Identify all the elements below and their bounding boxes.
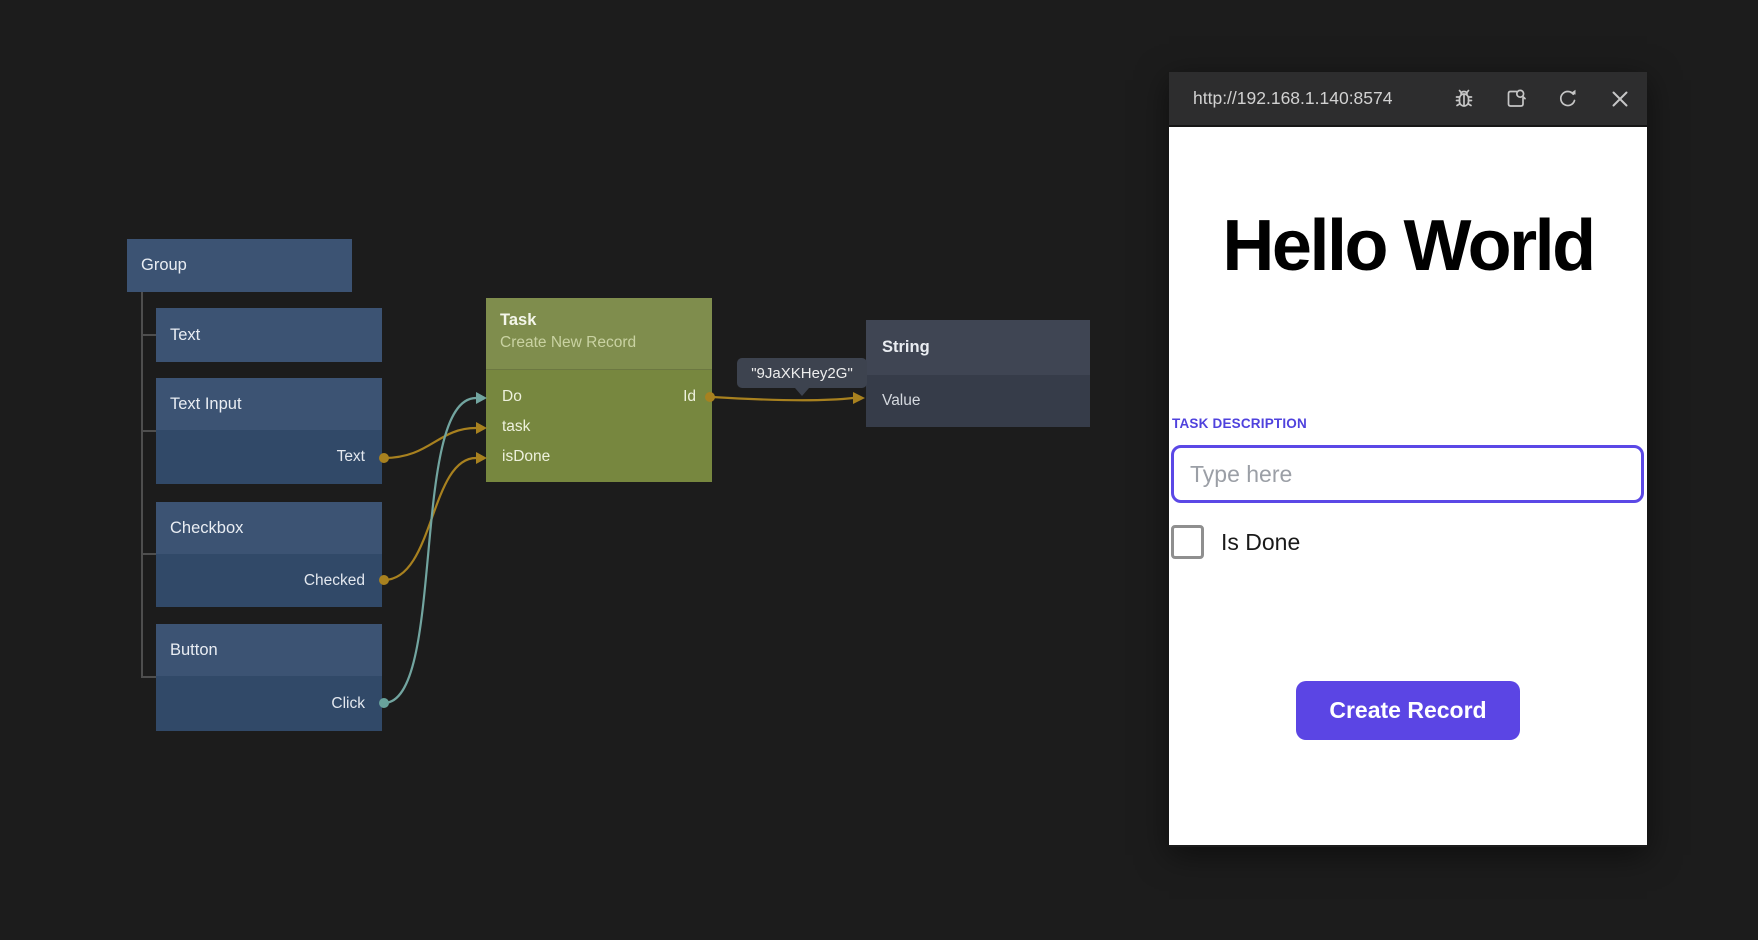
wire-id-to-value bbox=[710, 395, 855, 402]
isdone-input-port-label: isDone bbox=[502, 448, 551, 465]
wire-click-to-do bbox=[382, 396, 478, 705]
button-node-title: Button bbox=[170, 640, 218, 659]
group-node-title: Group bbox=[141, 256, 187, 274]
preview-url: http://192.168.1.140:8574 bbox=[1193, 88, 1393, 108]
string-node[interactable]: String Value bbox=[866, 320, 1090, 427]
preview-window-titlebar[interactable]: http://192.168.1.140:8574 bbox=[1169, 72, 1647, 127]
group-tree-stub-text bbox=[142, 334, 156, 336]
text-input-node-header[interactable]: Text Input bbox=[156, 378, 382, 430]
id-value-tooltip: "9JaXKHey2G" bbox=[737, 358, 867, 396]
task-node-title: Task bbox=[500, 311, 537, 329]
task-node-subtitle: Create New Record bbox=[500, 334, 637, 351]
id-value-tooltip-text: "9JaXKHey2G" bbox=[751, 364, 853, 382]
click-output-port-label: Click bbox=[331, 694, 365, 712]
click-output-port[interactable] bbox=[379, 698, 389, 708]
checkbox-node-title: Checkbox bbox=[170, 518, 244, 537]
refresh-icon[interactable] bbox=[1556, 87, 1580, 111]
button-node[interactable]: Button Click bbox=[156, 624, 382, 731]
is-done-checkbox[interactable] bbox=[1171, 525, 1204, 559]
is-done-label: Is Done bbox=[1221, 528, 1301, 555]
wire-checked-to-isdone bbox=[382, 456, 478, 582]
task-node-header[interactable]: Task Create New Record bbox=[486, 298, 712, 370]
group-tree-stub-button bbox=[142, 676, 156, 678]
text-input-node[interactable]: Text Input Text bbox=[156, 378, 382, 484]
checked-output-port[interactable] bbox=[379, 575, 389, 585]
text-input-node-title: Text Input bbox=[170, 394, 242, 413]
bug-icon[interactable] bbox=[1452, 87, 1476, 111]
string-node-title: String bbox=[882, 338, 930, 356]
id-output-port-label: Id bbox=[683, 388, 696, 405]
value-input-port-label: Value bbox=[882, 392, 921, 409]
text-output-port-label: Text bbox=[336, 448, 365, 465]
value-input-arrow-icon bbox=[853, 392, 865, 404]
close-icon[interactable] bbox=[1608, 87, 1632, 111]
checked-output-port-label: Checked bbox=[303, 571, 365, 589]
wire-text-to-task bbox=[382, 426, 478, 460]
text-node-title: Text bbox=[170, 325, 201, 344]
group-tree-stub-text-input bbox=[142, 430, 156, 432]
preview-inspect-icon[interactable] bbox=[1504, 87, 1528, 111]
task-description-input[interactable] bbox=[1171, 445, 1644, 503]
create-record-button[interactable]: Create Record bbox=[1296, 681, 1520, 740]
text-output-port[interactable] bbox=[379, 453, 389, 463]
text-node[interactable]: Text bbox=[156, 308, 382, 362]
task-input-port-label: task bbox=[502, 418, 531, 435]
string-node-header[interactable]: String bbox=[866, 320, 1090, 375]
id-output-port[interactable] bbox=[705, 392, 715, 402]
task-description-label: TASK DESCRIPTION bbox=[1172, 416, 1307, 431]
checkbox-node[interactable]: Checkbox Checked bbox=[156, 502, 382, 607]
preview-app-body: Hello World TASK DESCRIPTION Is Done Cre… bbox=[1169, 127, 1647, 845]
checkbox-node-header[interactable]: Checkbox bbox=[156, 502, 382, 554]
app-heading: Hello World bbox=[1222, 206, 1596, 286]
is-done-row: Is Done bbox=[1171, 525, 1300, 559]
preview-window: http://192.168.1.140:8574 bbox=[1169, 72, 1647, 847]
task-node[interactable]: Task Create New Record Do Id task isDone bbox=[486, 298, 712, 482]
group-node-header[interactable]: Group bbox=[127, 239, 352, 292]
text-node-header[interactable]: Text bbox=[156, 308, 382, 362]
group-node[interactable]: Group bbox=[127, 239, 352, 292]
group-tree-stub-checkbox bbox=[142, 553, 156, 555]
group-tree-vertical-line bbox=[141, 292, 143, 678]
button-node-header[interactable]: Button bbox=[156, 624, 382, 676]
do-input-port-label: Do bbox=[502, 388, 522, 405]
